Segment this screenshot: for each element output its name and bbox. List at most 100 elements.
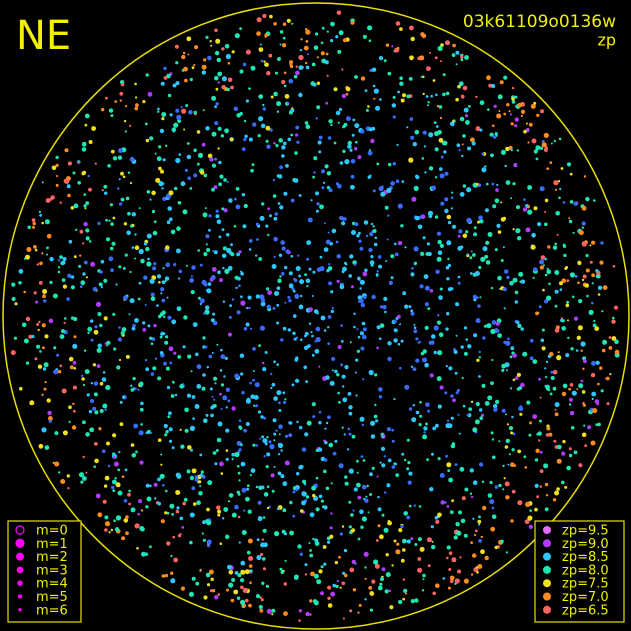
- star: [505, 146, 510, 152]
- star: [427, 409, 431, 413]
- star: [109, 203, 113, 207]
- star: [204, 309, 210, 315]
- star: [362, 271, 368, 277]
- star: [98, 427, 102, 431]
- star: [437, 250, 443, 256]
- star: [466, 187, 472, 193]
- star: [61, 388, 67, 394]
- star: [25, 254, 30, 260]
- star: [194, 477, 199, 482]
- star: [52, 461, 55, 464]
- star: [299, 425, 303, 430]
- star: [82, 170, 87, 175]
- star: [183, 128, 186, 131]
- star: [107, 164, 111, 168]
- star: [523, 198, 526, 201]
- star: [44, 334, 49, 339]
- star: [49, 280, 53, 285]
- star: [182, 345, 186, 349]
- star: [271, 608, 276, 613]
- star: [591, 282, 594, 285]
- star: [444, 501, 447, 504]
- star: [305, 124, 311, 129]
- star: [336, 579, 340, 583]
- star: [486, 75, 491, 81]
- star: [361, 516, 367, 522]
- star: [599, 366, 603, 370]
- star: [257, 500, 262, 505]
- star: [587, 425, 592, 430]
- star: [336, 10, 342, 15]
- star: [382, 305, 387, 310]
- star: [247, 295, 252, 300]
- star: [429, 51, 431, 54]
- star: [299, 49, 303, 52]
- star: [563, 253, 567, 258]
- star: [333, 87, 338, 92]
- star: [335, 182, 339, 186]
- star: [217, 147, 220, 150]
- star: [149, 484, 152, 488]
- star: [137, 297, 141, 301]
- star: [87, 326, 93, 332]
- star: [214, 382, 217, 385]
- star: [235, 187, 240, 191]
- star: [266, 608, 272, 614]
- star: [359, 331, 364, 336]
- star: [466, 253, 469, 256]
- star: [448, 479, 451, 482]
- star: [225, 457, 229, 461]
- star: [541, 346, 546, 351]
- star: [509, 280, 514, 286]
- star: [72, 385, 77, 390]
- star: [576, 335, 581, 340]
- star: [279, 30, 284, 34]
- star: [237, 465, 240, 468]
- star: [481, 383, 486, 388]
- star: [548, 432, 553, 437]
- star: [130, 507, 136, 513]
- star: [189, 77, 193, 82]
- star: [120, 197, 125, 202]
- star: [14, 302, 18, 306]
- star: [480, 256, 486, 262]
- star: [223, 375, 226, 378]
- star: [139, 526, 145, 531]
- star: [161, 112, 167, 117]
- star: [352, 588, 357, 592]
- star: [464, 487, 469, 492]
- star: [88, 187, 92, 192]
- star: [455, 334, 458, 337]
- star: [413, 504, 416, 507]
- star: [466, 217, 472, 223]
- star: [37, 328, 40, 332]
- star: [585, 253, 589, 258]
- star: [413, 326, 417, 330]
- star: [344, 475, 348, 479]
- star: [280, 338, 284, 342]
- star: [231, 512, 237, 518]
- star: [240, 295, 243, 299]
- star: [554, 412, 559, 417]
- star: [381, 513, 385, 517]
- star: [306, 240, 312, 246]
- star: [390, 254, 395, 259]
- star: [385, 553, 389, 557]
- star: [120, 171, 124, 176]
- star: [215, 102, 219, 106]
- star: [348, 525, 352, 529]
- star: [374, 403, 377, 407]
- star: [245, 422, 250, 426]
- star: [367, 25, 373, 31]
- star: [445, 423, 451, 429]
- star: [216, 57, 221, 63]
- star: [410, 365, 414, 368]
- star: [384, 589, 389, 594]
- star: [599, 260, 604, 265]
- star: [406, 515, 411, 520]
- star: [281, 272, 285, 276]
- star: [418, 340, 422, 343]
- star: [240, 461, 246, 467]
- star: [265, 465, 269, 469]
- star: [298, 54, 304, 61]
